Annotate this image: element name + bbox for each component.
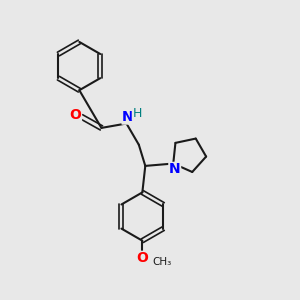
Text: H: H xyxy=(132,107,142,120)
Text: CH₃: CH₃ xyxy=(153,257,172,268)
Text: N: N xyxy=(122,110,134,124)
Text: N: N xyxy=(169,162,181,176)
Text: O: O xyxy=(70,108,81,122)
Text: O: O xyxy=(136,251,148,266)
